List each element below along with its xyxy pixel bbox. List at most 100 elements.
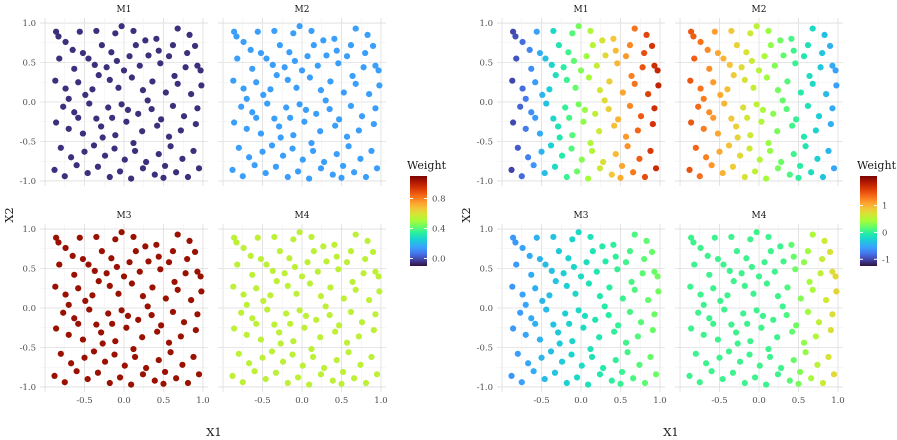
data-point (596, 165, 604, 172)
data-point (306, 381, 313, 388)
data-point (789, 122, 796, 129)
data-point (793, 322, 800, 329)
data-point (766, 147, 774, 155)
data-point (376, 82, 383, 89)
data-point (532, 79, 539, 86)
data-point (136, 62, 143, 69)
data-point (165, 259, 173, 266)
data-point (287, 320, 294, 327)
legend: Weight 1 0 -1 (857, 159, 897, 266)
data-point (783, 312, 790, 319)
data-point (777, 37, 784, 44)
data-point (596, 334, 603, 341)
data-point (542, 261, 549, 268)
data-point (340, 295, 347, 302)
data-point (268, 348, 276, 355)
data-point (774, 165, 782, 172)
data-point (160, 174, 167, 181)
data-point (583, 259, 590, 266)
data-point (555, 329, 562, 336)
data-point (832, 273, 839, 280)
data-point (551, 369, 559, 376)
data-point (593, 268, 600, 275)
data-point (581, 106, 589, 113)
data-point (123, 324, 130, 331)
data-point (73, 368, 80, 375)
data-point (118, 229, 125, 236)
data-point (165, 133, 173, 140)
data-point (148, 106, 155, 113)
data-point (829, 311, 836, 318)
data-point (788, 241, 795, 248)
data-point (733, 123, 740, 130)
data-point (800, 53, 808, 60)
data-point (717, 297, 724, 304)
x-tick-label: 0.0 (117, 396, 131, 406)
data-point (259, 148, 266, 155)
data-point (364, 31, 371, 38)
data-point (585, 74, 592, 81)
data-point (180, 319, 188, 326)
data-point (519, 244, 526, 252)
data-point (809, 231, 816, 238)
data-point (593, 62, 600, 69)
data-point (195, 371, 203, 378)
data-point (572, 84, 579, 91)
data-point (790, 357, 797, 364)
data-point (543, 100, 550, 107)
data-point (774, 87, 782, 94)
data-point (347, 42, 355, 49)
data-point (612, 47, 619, 54)
data-point (276, 329, 283, 336)
data-point (652, 165, 660, 172)
data-point (546, 86, 553, 93)
data-point (79, 255, 87, 263)
data-point (536, 255, 544, 263)
data-point (532, 285, 539, 292)
data-point (124, 312, 132, 319)
data-point (302, 312, 310, 319)
data-point (528, 109, 535, 116)
y-tick-label: -0.5 (20, 343, 36, 353)
data-point (249, 65, 256, 72)
data-point (299, 362, 306, 369)
data-point (761, 53, 768, 60)
data-point (190, 353, 197, 361)
data-point (366, 297, 373, 304)
data-point (271, 27, 278, 35)
data-point (148, 312, 155, 319)
data-point (94, 163, 102, 170)
data-point (139, 334, 146, 341)
data-point (562, 310, 569, 317)
data-point (109, 320, 116, 327)
data-point (687, 325, 695, 332)
data-point (751, 374, 759, 381)
data-point (167, 143, 174, 150)
data-point (264, 100, 271, 107)
data-point (338, 380, 345, 387)
data-point (180, 113, 188, 120)
data-point (169, 42, 177, 49)
data-point (512, 239, 519, 246)
data-point (132, 248, 139, 255)
data-point (509, 77, 516, 84)
data-point (651, 311, 658, 318)
data-point (343, 339, 351, 346)
data-point (370, 121, 377, 128)
data-point (812, 333, 819, 340)
data-point (115, 84, 122, 91)
data-point (177, 333, 184, 340)
data-point (589, 248, 596, 255)
data-point (188, 297, 195, 304)
data-point (349, 72, 356, 80)
x-tick-label: 1.0 (831, 396, 845, 406)
data-point (323, 52, 330, 59)
data-point (741, 76, 748, 83)
data-point (547, 142, 555, 149)
data-point (113, 263, 120, 271)
data-point (128, 175, 135, 182)
data-point (143, 158, 150, 166)
data-point (109, 114, 116, 121)
data-point (744, 320, 751, 327)
